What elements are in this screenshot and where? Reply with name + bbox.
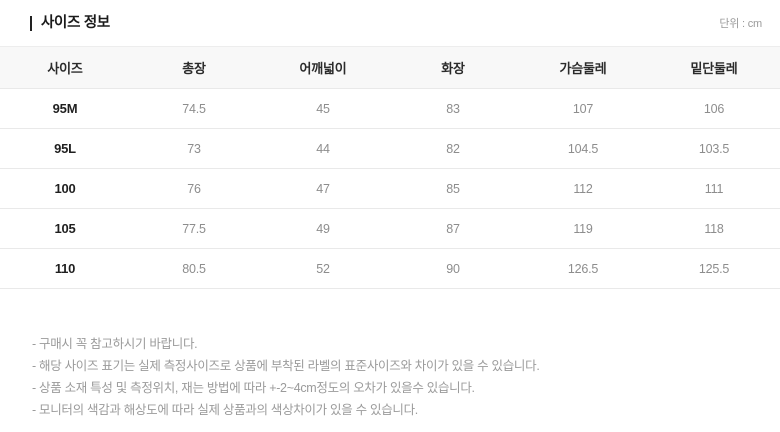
cell-chest: 104.5: [518, 128, 648, 169]
cell-length: 73: [130, 128, 258, 169]
column-header-length: 총장: [130, 46, 258, 89]
title-wrap: 사이즈 정보: [30, 14, 110, 31]
cell-length: 77.5: [130, 208, 258, 249]
cell-size: 110: [0, 248, 130, 289]
cell-sleeve: 87: [388, 208, 518, 249]
cell-hem: 111: [648, 168, 780, 209]
title-accent-bar-icon: [30, 15, 32, 31]
column-header-chest: 가슴둘레: [518, 46, 648, 89]
cell-hem: 125.5: [648, 248, 780, 289]
cell-hem: 106: [648, 88, 780, 129]
table-row: 100 76 47 85 112 111: [0, 168, 780, 209]
table-row: 95L 73 44 82 104.5 103.5: [0, 128, 780, 169]
note-line: - 모니터의 색감과 해상도에 따라 실제 상품과의 색상차이가 있을 수 있습…: [32, 403, 418, 417]
cell-sleeve: 85: [388, 168, 518, 209]
cell-chest: 107: [518, 88, 648, 129]
column-header-size: 사이즈: [0, 46, 130, 89]
cell-hem: 118: [648, 208, 780, 249]
size-table: 사이즈 총장 어깨넓이 화장 가슴둘레 밑단둘레 95M 74.5 45 83 …: [0, 46, 780, 289]
cell-length: 80.5: [130, 248, 258, 289]
section-header: 사이즈 정보 단위 : cm: [0, 0, 780, 46]
column-header-sleeve: 화장: [388, 46, 518, 89]
column-header-shoulder: 어깨넓이: [258, 46, 388, 89]
cell-shoulder: 52: [258, 248, 388, 289]
note-line: - 해당 사이즈 표기는 실제 측정사이즈로 상품에 부착된 라벨의 표준사이즈…: [32, 359, 540, 373]
cell-chest: 119: [518, 208, 648, 249]
cell-size: 95M: [0, 88, 130, 129]
cell-chest: 126.5: [518, 248, 648, 289]
cell-shoulder: 49: [258, 208, 388, 249]
note-line: - 상품 소재 특성 및 측정위치, 재는 방법에 따라 +-2~4cm정도의 …: [32, 381, 475, 395]
table-row: 95M 74.5 45 83 107 106: [0, 88, 780, 129]
notes-list: - 구매시 꼭 참고하시기 바랍니다. - 해당 사이즈 표기는 실제 측정사이…: [0, 289, 780, 421]
cell-length: 76: [130, 168, 258, 209]
cell-length: 74.5: [130, 88, 258, 129]
table-header-row: 사이즈 총장 어깨넓이 화장 가슴둘레 밑단둘레: [0, 46, 780, 89]
table-row: 105 77.5 49 87 119 118: [0, 208, 780, 249]
cell-hem: 103.5: [648, 128, 780, 169]
cell-shoulder: 45: [258, 88, 388, 129]
size-table-body: 95M 74.5 45 83 107 106 95L 73 44 82 104.…: [0, 88, 780, 289]
cell-size: 95L: [0, 128, 130, 169]
column-header-hem: 밑단둘레: [648, 46, 780, 89]
cell-size: 100: [0, 168, 130, 209]
page-title: 사이즈 정보: [41, 14, 110, 31]
cell-shoulder: 47: [258, 168, 388, 209]
cell-shoulder: 44: [258, 128, 388, 169]
unit-note: 단위 : cm: [719, 18, 762, 30]
note-line: - 구매시 꼭 참고하시기 바랍니다.: [32, 337, 198, 351]
cell-sleeve: 83: [388, 88, 518, 129]
table-row: 110 80.5 52 90 126.5 125.5: [0, 248, 780, 289]
cell-chest: 112: [518, 168, 648, 209]
cell-sleeve: 82: [388, 128, 518, 169]
cell-size: 105: [0, 208, 130, 249]
cell-sleeve: 90: [388, 248, 518, 289]
size-table-head: 사이즈 총장 어깨넓이 화장 가슴둘레 밑단둘레: [0, 46, 780, 89]
